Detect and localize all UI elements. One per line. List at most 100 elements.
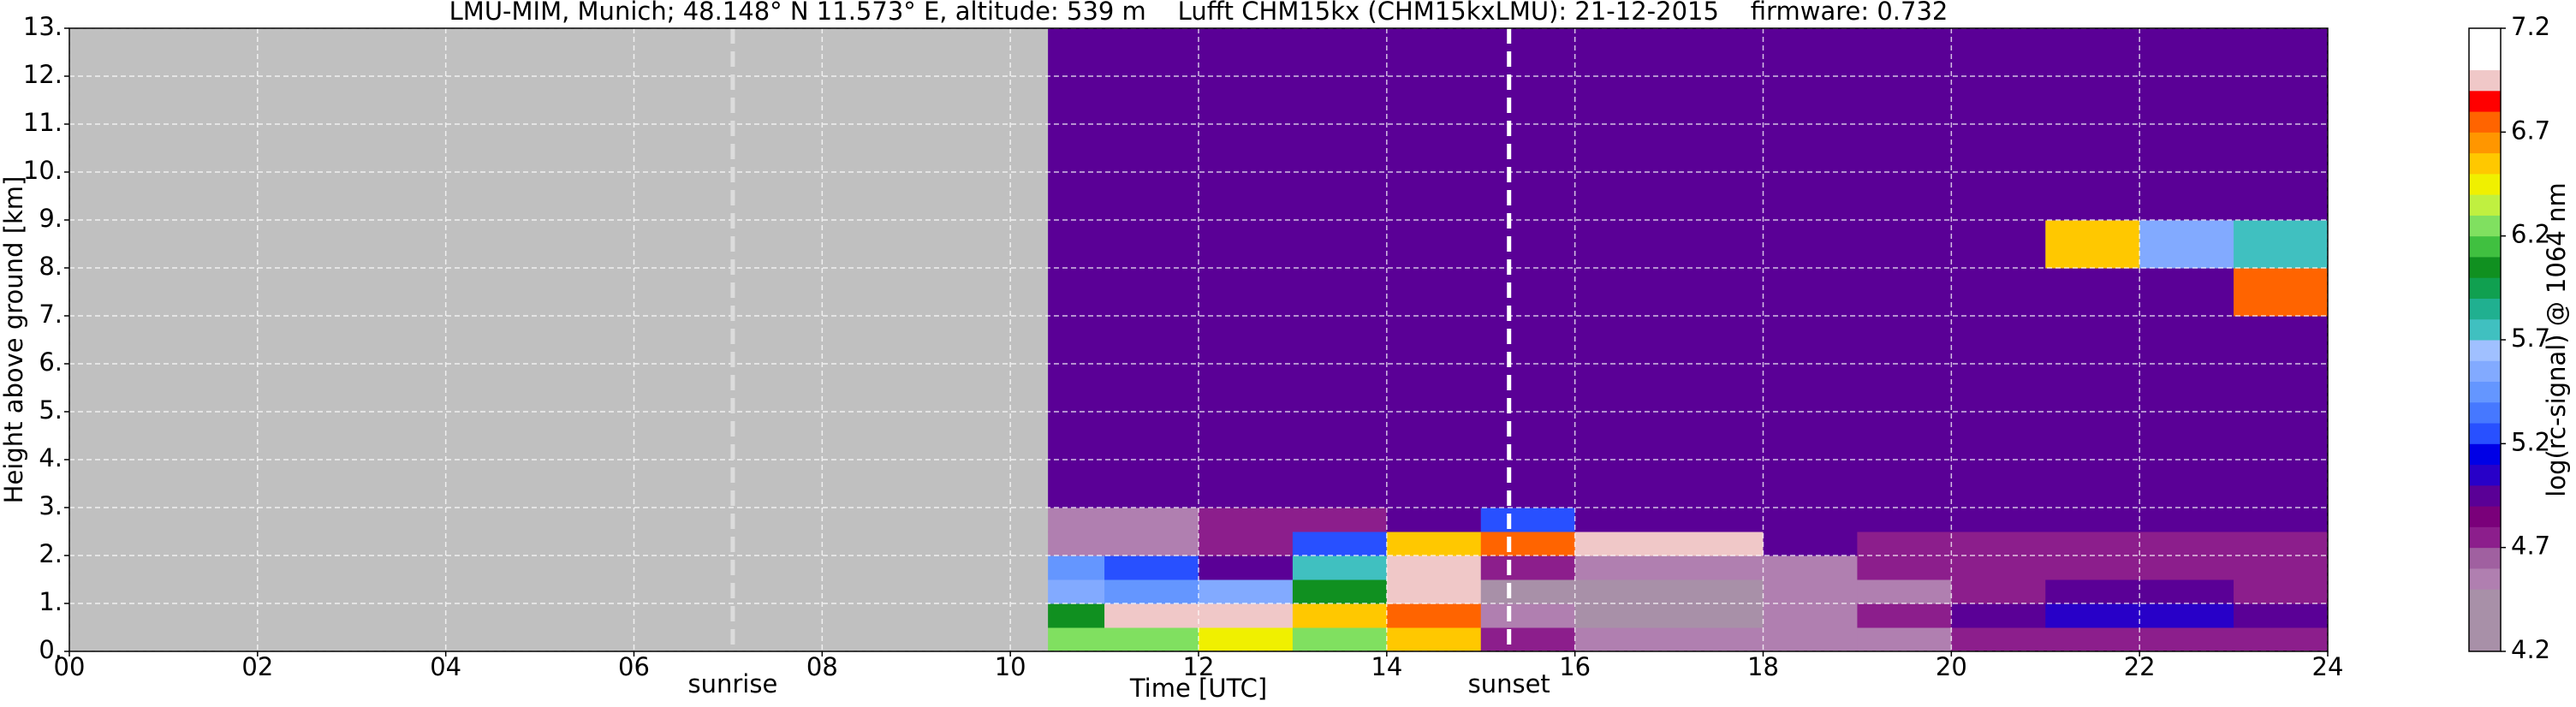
heat-cell bbox=[2045, 412, 2140, 460]
heat-cell bbox=[1574, 412, 1670, 460]
y-axis-label: Height above ground [km] bbox=[0, 176, 28, 504]
heat-cell bbox=[1763, 220, 1858, 269]
heat-cell bbox=[2139, 412, 2234, 460]
heat-cell bbox=[1857, 579, 1952, 604]
colorbar-segment bbox=[2469, 28, 2501, 50]
heat-cell bbox=[1199, 412, 1294, 460]
heat-cell bbox=[1292, 412, 1388, 460]
heat-cell bbox=[1480, 412, 1576, 460]
colorbar-segment bbox=[2469, 152, 2501, 175]
y-tick-label: 13. bbox=[23, 12, 62, 41]
colorbar-segment bbox=[2469, 194, 2501, 216]
heat-cell bbox=[1104, 579, 1199, 604]
heat-cell bbox=[1104, 76, 1199, 125]
y-tick-label: 0. bbox=[39, 635, 62, 664]
y-tick-label: 4. bbox=[39, 443, 62, 472]
y-tick-label: 11. bbox=[23, 108, 62, 137]
heat-cell bbox=[1386, 460, 1482, 508]
heat-cell bbox=[1857, 220, 1952, 269]
heat-cell bbox=[2139, 28, 2234, 77]
heat-cell bbox=[1763, 412, 1858, 460]
heat-cell bbox=[2139, 556, 2234, 580]
heat-cell bbox=[1386, 124, 1482, 173]
heat-cell bbox=[1386, 28, 1482, 77]
y-tick-label: 3. bbox=[39, 491, 62, 520]
heat-cell bbox=[1763, 460, 1858, 508]
heat-cell bbox=[1574, 28, 1670, 77]
heat-cell bbox=[2234, 364, 2329, 413]
heat-cell bbox=[1386, 172, 1482, 221]
heat-cell bbox=[1480, 603, 1576, 628]
heat-cell bbox=[1669, 627, 1764, 652]
colorbar-segment bbox=[2469, 547, 2501, 569]
colorbar-segment bbox=[2469, 298, 2501, 320]
heat-cell bbox=[1386, 268, 1482, 317]
event-label: sunset bbox=[1468, 669, 1550, 698]
colorbar-segment bbox=[2469, 49, 2501, 71]
heat-cell bbox=[1292, 268, 1388, 317]
heat-cell bbox=[1763, 579, 1858, 604]
colorbar-tick-label: 6.7 bbox=[2511, 116, 2550, 145]
heat-cell bbox=[1199, 124, 1294, 173]
heat-cell bbox=[1199, 220, 1294, 269]
heat-cell bbox=[1669, 268, 1764, 317]
heat-cell bbox=[2234, 556, 2329, 580]
heat-cell bbox=[1763, 364, 1858, 413]
heat-cell bbox=[2234, 508, 2329, 532]
heat-cell bbox=[1669, 220, 1764, 269]
heat-cell bbox=[1292, 460, 1388, 508]
heat-cell bbox=[1199, 28, 1294, 77]
heat-cell bbox=[1292, 508, 1388, 532]
heat-cell bbox=[1292, 220, 1388, 269]
x-tick-label: 08 bbox=[806, 652, 838, 681]
heat-cell bbox=[1104, 220, 1199, 269]
heat-cell bbox=[1386, 532, 1482, 556]
heat-cell bbox=[2234, 76, 2329, 125]
heat-cell bbox=[1386, 556, 1482, 580]
heat-cell bbox=[1480, 556, 1576, 580]
heat-cell bbox=[1048, 316, 1105, 365]
heat-cell bbox=[1763, 556, 1858, 580]
heat-cell bbox=[1480, 508, 1576, 532]
heat-cell bbox=[1951, 76, 2046, 125]
colorbar-segment bbox=[2469, 443, 2501, 466]
heat-cell bbox=[1951, 220, 2046, 269]
heat-cell bbox=[1951, 579, 2046, 604]
heat-cell bbox=[2139, 532, 2234, 556]
heat-cell bbox=[1480, 268, 1576, 317]
colorbar-segment bbox=[2469, 526, 2501, 549]
heat-cell bbox=[1104, 28, 1199, 77]
heat-cell bbox=[1480, 532, 1576, 556]
heat-cell bbox=[1199, 579, 1294, 604]
heat-cell bbox=[2139, 508, 2234, 532]
heat-cell bbox=[1574, 220, 1670, 269]
heat-cell bbox=[1104, 268, 1199, 317]
heat-cell bbox=[1199, 603, 1294, 628]
heat-cell bbox=[1857, 532, 1952, 556]
heat-cell bbox=[2139, 579, 2234, 604]
heat-cell bbox=[1480, 172, 1576, 221]
heat-cell bbox=[2045, 316, 2140, 365]
heat-cell bbox=[1104, 508, 1199, 532]
heat-cell bbox=[1386, 76, 1482, 125]
heat-cell bbox=[1763, 124, 1858, 173]
heat-cell bbox=[2045, 579, 2140, 604]
heat-cell bbox=[1480, 316, 1576, 365]
heat-cell bbox=[1669, 364, 1764, 413]
x-tick-label: 10 bbox=[995, 652, 1026, 681]
x-tick-label: 12 bbox=[1183, 652, 1215, 681]
heat-cell bbox=[2045, 460, 2140, 508]
heat-cell bbox=[1292, 579, 1388, 604]
heat-cell bbox=[1857, 603, 1952, 628]
x-tick-label: 02 bbox=[241, 652, 273, 681]
heat-cell bbox=[1480, 579, 1576, 604]
heat-cell bbox=[1669, 603, 1764, 628]
heat-cell bbox=[1199, 76, 1294, 125]
heat-cell bbox=[1857, 316, 1952, 365]
heat-cell bbox=[1292, 316, 1388, 365]
heat-cell bbox=[1104, 412, 1199, 460]
heat-cell bbox=[2045, 28, 2140, 77]
heat-cell bbox=[1104, 364, 1199, 413]
colorbar-segment bbox=[2469, 132, 2501, 154]
heat-cell bbox=[1199, 508, 1294, 532]
